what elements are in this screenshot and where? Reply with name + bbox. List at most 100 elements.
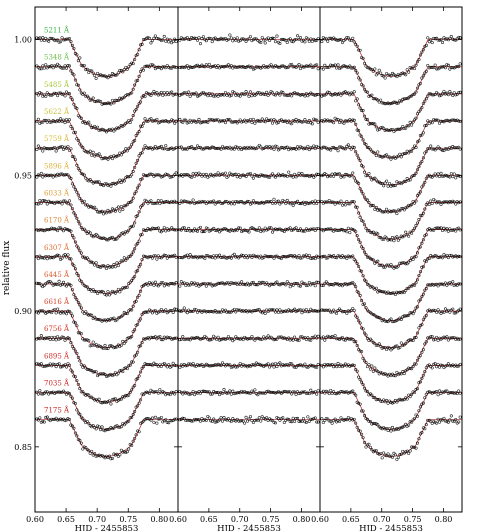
- data-point: [407, 366, 411, 370]
- data-point: [275, 145, 279, 149]
- data-point: [313, 257, 317, 261]
- data-point: [150, 119, 154, 123]
- data-point: [440, 310, 445, 314]
- data-point: [333, 202, 337, 206]
- data-point: [257, 256, 261, 260]
- data-point: [355, 262, 359, 266]
- data-point: [432, 197, 436, 202]
- data-point: [393, 319, 397, 323]
- data-point: [96, 125, 100, 129]
- data-point: [134, 299, 138, 303]
- data-point: [241, 173, 245, 177]
- model-line: [320, 337, 462, 376]
- model-line: [320, 39, 462, 77]
- data-point: [76, 167, 80, 171]
- data-point: [379, 181, 383, 185]
- data-point: [398, 152, 402, 156]
- data-point: [91, 96, 95, 100]
- data-point: [109, 102, 113, 106]
- data-point: [414, 446, 418, 450]
- data-point: [379, 370, 383, 374]
- data-point: [81, 447, 85, 451]
- data-point: [107, 399, 111, 403]
- data-point: [213, 173, 217, 177]
- data-point: [150, 363, 154, 367]
- data-point: [330, 363, 334, 367]
- data-point: [376, 208, 380, 212]
- data-point: [133, 58, 137, 62]
- data-point: [382, 451, 386, 455]
- data-point: [84, 257, 88, 261]
- data-point: [87, 288, 91, 292]
- data-point: [223, 121, 227, 125]
- data-point: [360, 299, 364, 303]
- data-point: [118, 68, 122, 73]
- data-point: [433, 254, 437, 258]
- data-point: [110, 182, 114, 186]
- data-point: [445, 309, 449, 313]
- data-point: [181, 282, 185, 286]
- data-point: [451, 66, 455, 70]
- data-point: [301, 336, 305, 340]
- data-point: [173, 417, 177, 421]
- data-point: [150, 201, 154, 205]
- data-point: [402, 372, 406, 376]
- data-point: [418, 353, 422, 358]
- data-point: [191, 36, 195, 40]
- data-point: [396, 101, 400, 105]
- data-point: [421, 211, 425, 215]
- data-point: [241, 229, 245, 233]
- data-point: [88, 204, 92, 208]
- data-point: [207, 91, 211, 95]
- data-point: [168, 228, 172, 232]
- data-point: [197, 336, 201, 340]
- data-point: [63, 338, 67, 342]
- data-point: [127, 419, 131, 423]
- data-point: [73, 295, 77, 300]
- data-point: [121, 339, 125, 343]
- data-point: [90, 343, 94, 347]
- data-point: [72, 236, 76, 240]
- data-point: [48, 36, 52, 40]
- data-point: [243, 255, 247, 259]
- data-point: [121, 395, 125, 399]
- data-point: [352, 176, 356, 180]
- data-point: [436, 363, 440, 367]
- data-point: [298, 227, 303, 231]
- data-point: [297, 37, 301, 41]
- data-point: [193, 417, 197, 421]
- data-point: [106, 400, 110, 404]
- data-point: [426, 364, 430, 368]
- data-point: [104, 346, 109, 350]
- data-point: [315, 280, 319, 284]
- data-point: [365, 145, 369, 149]
- data-point: [251, 199, 255, 203]
- data-point: [178, 418, 182, 422]
- data-point: [426, 390, 430, 394]
- data-point: [121, 286, 125, 290]
- data-point: [94, 370, 98, 374]
- data-point: [48, 256, 52, 260]
- data-point: [79, 332, 83, 336]
- data-point: [390, 320, 394, 324]
- data-point: [35, 362, 39, 366]
- data-point: [438, 420, 442, 424]
- data-point: [67, 257, 71, 261]
- data-point: [247, 364, 251, 368]
- data-point: [161, 174, 165, 178]
- data-point: [256, 362, 260, 366]
- data-point: [164, 93, 168, 97]
- data-point: [198, 419, 202, 423]
- data-point: [82, 445, 86, 449]
- data-point: [439, 171, 443, 175]
- data-point: [125, 285, 129, 289]
- data-point: [150, 311, 154, 315]
- data-point: [281, 336, 285, 340]
- data-point: [187, 226, 191, 230]
- data-point: [312, 117, 316, 121]
- data-point: [389, 348, 393, 352]
- data-point: [50, 173, 54, 177]
- data-point: [268, 118, 272, 122]
- data-point: [248, 117, 252, 122]
- data-point: [133, 221, 137, 225]
